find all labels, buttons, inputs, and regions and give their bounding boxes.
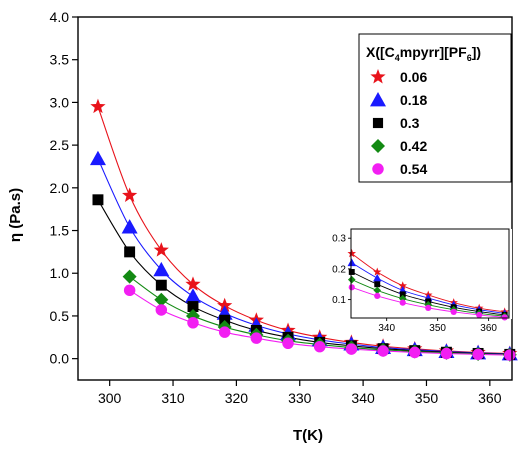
inset-data-point xyxy=(373,273,382,282)
legend-label-0.54: 0.54 xyxy=(400,161,427,177)
data-point xyxy=(184,288,201,303)
inset-y-tick-label: 0.2 xyxy=(332,264,346,275)
data-points xyxy=(89,98,518,362)
data-point xyxy=(217,297,233,313)
inset-data-points xyxy=(347,249,509,321)
data-point xyxy=(153,242,169,257)
data-point xyxy=(250,332,263,344)
inset-axes-frame xyxy=(350,228,510,319)
inset-data-point xyxy=(399,291,406,298)
y-tick-label: 2.0 xyxy=(50,180,70,196)
x-axis-label: T(K) xyxy=(293,427,323,444)
inset-data-point xyxy=(347,275,356,284)
legend-label-0.18: 0.18 xyxy=(400,92,427,108)
legend-box xyxy=(358,33,512,183)
inset-data-point xyxy=(347,249,357,258)
inset-y-tick-label: 0.1 xyxy=(332,295,346,306)
legend-marker-0.54 xyxy=(372,163,384,175)
y-tick-label: 3.5 xyxy=(50,52,70,68)
data-point xyxy=(409,346,421,359)
x-tick-label: 330 xyxy=(288,390,312,406)
data-point xyxy=(313,340,326,353)
data-point xyxy=(185,276,201,291)
inset-axis-ticks: 340 350 360 0.1 0.2 0.3 xyxy=(332,234,497,334)
y-axis-label: η (Pa.s) xyxy=(7,188,24,242)
y-tick-label: 3.0 xyxy=(50,94,70,110)
data-point xyxy=(122,187,138,202)
inset-data-point xyxy=(476,311,483,319)
y-tick-label: 2.5 xyxy=(50,137,70,153)
inset-data-point xyxy=(373,286,382,295)
data-point xyxy=(377,345,389,357)
inset-data-point xyxy=(348,284,355,291)
x-tick-label: 350 xyxy=(415,390,439,406)
legend-marker-0.42 xyxy=(371,139,385,153)
x-tick-label: 360 xyxy=(478,390,502,406)
inset-data-point xyxy=(450,308,457,315)
inset-frame xyxy=(350,228,510,319)
inset-data-point xyxy=(425,304,432,311)
legend-marker-0.18 xyxy=(370,92,386,107)
data-point xyxy=(218,326,231,338)
y-tick-label: 0.5 xyxy=(50,308,70,324)
legend-label-0.3: 0.3 xyxy=(400,115,420,131)
data-point xyxy=(345,343,358,355)
data-point xyxy=(154,292,169,307)
y-tick-label: 4.0 xyxy=(50,9,70,25)
inset-y-tick-label: 0.3 xyxy=(332,234,346,245)
plot-frame xyxy=(77,16,513,381)
y-tick-label: 1.5 xyxy=(50,223,70,239)
x-tick-label: 300 xyxy=(98,390,122,406)
axis-ticks: 300 310 320 330 340 350 360 0.0 0.5 1.0 1.5 2.0 2.5 3… xyxy=(50,9,502,406)
legend-label-0.06: 0.06 xyxy=(400,69,427,85)
x-tick-label: 320 xyxy=(225,390,249,406)
inset-chart: 340 350 360 0.1 0.2 0.3 xyxy=(332,228,512,334)
inset-data-point xyxy=(372,267,382,276)
inset-x-tick-label: 340 xyxy=(378,323,395,334)
x-tick-label: 310 xyxy=(161,390,185,406)
inset-x-tick-label: 360 xyxy=(480,323,497,334)
inset-data-point xyxy=(347,258,356,267)
data-point xyxy=(187,317,199,329)
y-tick-label: 1.0 xyxy=(50,265,70,281)
axes-frame xyxy=(77,16,513,381)
data-point xyxy=(155,279,167,291)
legend-title: X([C4mpyrr][PF6]) xyxy=(366,44,481,63)
inset-data-point xyxy=(501,314,508,321)
data-point xyxy=(155,304,168,316)
data-point xyxy=(282,337,294,350)
inset-data-point xyxy=(348,269,355,275)
inset-data-point xyxy=(374,281,381,288)
data-point xyxy=(187,301,199,313)
data-point xyxy=(153,261,170,277)
data-point xyxy=(122,269,137,284)
data-point xyxy=(89,150,106,166)
data-point xyxy=(121,219,138,234)
data-point xyxy=(504,349,516,361)
data-point xyxy=(472,348,484,361)
x-tick-label: 340 xyxy=(351,390,375,406)
data-point xyxy=(440,347,453,360)
legend-label-0.42: 0.42 xyxy=(400,138,427,154)
data-point xyxy=(123,284,136,297)
inset-data-point xyxy=(399,299,406,306)
data-point xyxy=(90,98,106,114)
legend-marker-0.3 xyxy=(372,117,384,129)
y-tick-label: 0.0 xyxy=(50,351,70,367)
data-point xyxy=(92,194,104,206)
data-point xyxy=(124,246,136,258)
inset-data-point xyxy=(398,281,408,290)
legend: X([C4mpyrr][PF6]) 0.06 0.18 0.3 0.42 0.54 xyxy=(358,33,512,183)
inset-x-tick-label: 350 xyxy=(429,323,446,334)
inset-data-point xyxy=(374,292,381,300)
legend-marker-0.06 xyxy=(370,69,386,84)
